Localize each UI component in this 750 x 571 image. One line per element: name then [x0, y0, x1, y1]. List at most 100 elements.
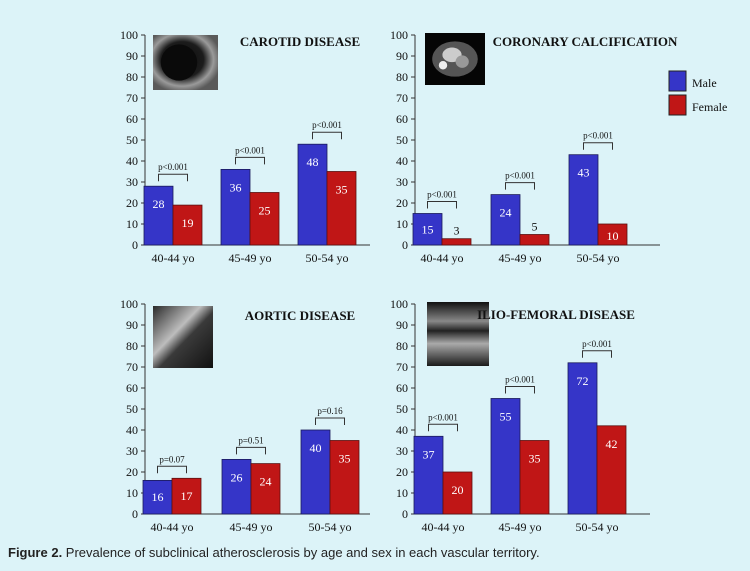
bar-female [172, 204, 203, 246]
ultrasound-thumbnail [427, 302, 489, 366]
y-tick-label: 60 [396, 381, 408, 395]
bar-male [568, 154, 599, 246]
significance-bracket [236, 446, 266, 455]
chart-panel-4: 0 10 20 30 40 50 60 70 80 90 100 ILIO-FEMORAL DISEA… [390, 297, 650, 534]
y-tick-label: 90 [396, 49, 408, 63]
significance-bracket [158, 173, 188, 182]
bar-male [413, 435, 444, 515]
bar-label-male: 26 [231, 470, 243, 484]
bar-label-male: 36 [230, 180, 242, 194]
p-value-label: p<0.001 [235, 145, 265, 155]
bar-label-female: 20 [452, 483, 464, 497]
bar-male [220, 168, 251, 246]
x-tick-label: 40-44 yo [421, 251, 464, 265]
figure-caption: Figure 2. Prevalence of subclinical athe… [8, 545, 540, 560]
y-tick-label: 20 [126, 196, 138, 210]
significance-bracket [315, 417, 345, 425]
chart-panel-2: 0 10 20 30 40 50 60 70 80 90 100 CORONARY CALCIFICA… [390, 28, 678, 265]
y-tick-label: 100 [120, 28, 138, 42]
bar-label-male: 48 [307, 155, 319, 169]
y-tick-label: 70 [126, 360, 138, 374]
p-value-label: p<0.001 [582, 339, 612, 349]
bar-female [441, 238, 472, 246]
significance-bracket [582, 350, 612, 358]
bar-label-female: 42 [606, 437, 618, 451]
bar-label-female: 35 [339, 452, 351, 466]
x-tick-label: 50-54 yo [309, 520, 352, 534]
y-tick-label: 0 [132, 238, 138, 252]
legend-male-label: Male [692, 76, 717, 90]
x-tick-label: 50-54 yo [577, 251, 620, 265]
y-tick-label: 10 [396, 486, 408, 500]
bar-female [597, 223, 628, 246]
y-tick-label: 0 [402, 238, 408, 252]
bar-male [490, 194, 521, 246]
significance-bracket [312, 131, 342, 140]
p-value-label: p=0.16 [317, 406, 343, 416]
bar-label-female: 3 [454, 224, 460, 238]
p-value-label: p<0.001 [312, 120, 342, 130]
bar-male [221, 458, 252, 515]
bar-male [142, 479, 173, 515]
bar-female [442, 471, 473, 515]
significance-bracket [428, 423, 458, 432]
bar-label-male: 15 [422, 222, 434, 236]
bar-male [297, 143, 328, 246]
x-tick-label: 40-44 yo [422, 520, 465, 534]
panel-title: CORONARY CALCIFICATION [493, 34, 678, 49]
y-tick-label: 30 [396, 444, 408, 458]
y-tick-label: 70 [396, 91, 408, 105]
y-tick-label: 0 [402, 507, 408, 521]
bar-female [329, 440, 360, 515]
bar-label-female: 19 [182, 216, 194, 230]
bar-female [326, 171, 357, 246]
y-tick-label: 90 [126, 318, 138, 332]
bar-male [412, 213, 443, 246]
ultrasound-thumbnail [153, 35, 218, 90]
caption-label: Figure 2. [8, 545, 63, 560]
y-tick-label: 0 [132, 507, 138, 521]
y-tick-label: 60 [396, 112, 408, 126]
panel-title: AORTIC DISEASE [245, 308, 355, 323]
bar-label-female: 35 [529, 452, 541, 466]
y-tick-label: 30 [126, 175, 138, 189]
bar-female [519, 440, 550, 515]
bar-male [490, 398, 521, 515]
bar-label-male: 72 [577, 374, 589, 388]
bar-female [519, 234, 550, 246]
bar-label-female: 17 [181, 489, 193, 503]
panel-title: CAROTID DISEASE [240, 34, 360, 49]
y-tick-label: 80 [396, 339, 408, 353]
legend-male-swatch [668, 70, 687, 92]
bar-label-female: 10 [607, 229, 619, 243]
ultrasound-thumbnail [153, 306, 213, 368]
bar-label-male: 16 [152, 490, 164, 504]
chart-panel-1: 0 10 20 30 40 50 60 70 80 90 100 CAROTID DISEASE 28 1… [120, 28, 370, 265]
y-tick-label: 70 [126, 91, 138, 105]
caption-text: Prevalence of subclinical atherosclerosi… [62, 545, 540, 560]
y-tick-label: 10 [126, 486, 138, 500]
significance-bracket [583, 142, 613, 150]
bar-male [143, 185, 174, 246]
p-value-label: p<0.001 [427, 190, 457, 200]
y-tick-label: 100 [120, 297, 138, 311]
bar-female [596, 425, 627, 515]
p-value-label: p<0.001 [158, 162, 188, 172]
p-value-label: p<0.001 [505, 375, 535, 385]
y-tick-label: 20 [126, 465, 138, 479]
bar-label-female: 35 [336, 183, 348, 197]
significance-bracket [235, 156, 265, 165]
bar-female [250, 463, 281, 515]
y-tick-label: 80 [126, 70, 138, 84]
p-value-label: p<0.001 [428, 412, 458, 422]
y-tick-label: 80 [396, 70, 408, 84]
y-tick-label: 50 [396, 133, 408, 147]
y-tick-label: 30 [396, 175, 408, 189]
y-tick-label: 100 [390, 28, 408, 42]
y-tick-label: 10 [126, 217, 138, 231]
legend-female-label: Female [692, 100, 727, 114]
y-tick-label: 70 [396, 360, 408, 374]
significance-bracket [505, 182, 535, 190]
x-tick-label: 45-49 yo [230, 520, 273, 534]
y-tick-label: 30 [126, 444, 138, 458]
